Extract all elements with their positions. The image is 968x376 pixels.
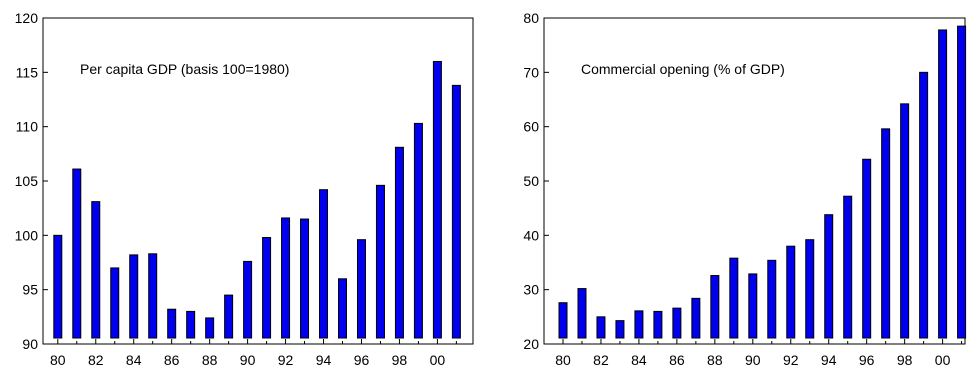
bar-00: [938, 29, 948, 339]
bar-94: [319, 189, 329, 339]
bar-95: [843, 195, 853, 339]
bar-82: [596, 316, 606, 339]
y-tick-label: 80: [523, 10, 539, 26]
bar-99: [413, 122, 423, 339]
bar-89: [729, 257, 739, 339]
bar-86: [167, 308, 177, 339]
bar-91: [262, 237, 272, 339]
bar-81: [577, 288, 587, 339]
x-tick-label: 88: [202, 352, 218, 368]
bar-89: [224, 294, 234, 339]
bar-82: [91, 201, 101, 339]
bar-88: [205, 317, 215, 339]
x-tick-label: 84: [126, 352, 142, 368]
x-tick-label: 90: [745, 352, 761, 368]
bar-01: [451, 84, 461, 339]
y-tick-label: 30: [523, 282, 539, 298]
x-tick-label: 80: [50, 352, 66, 368]
bar-94: [824, 214, 834, 339]
x-tick-label: 82: [88, 352, 104, 368]
y-tick-label: 90: [22, 336, 38, 352]
x-tick-label: 84: [631, 352, 647, 368]
x-tick-label: 94: [316, 352, 332, 368]
bar-84: [634, 310, 644, 339]
x-tick-label: 98: [392, 352, 408, 368]
x-tick-label: 82: [593, 352, 609, 368]
bar-98: [394, 146, 404, 339]
bar-01: [957, 25, 967, 339]
bar-80: [558, 302, 568, 339]
bar-00: [432, 60, 442, 339]
bar-87: [186, 310, 196, 339]
x-tick-label: 98: [897, 352, 913, 368]
y-tick-label: 40: [523, 227, 539, 243]
chart-title: Commercial opening (% of GDP): [581, 61, 785, 77]
y-tick-label: 120: [15, 10, 39, 26]
x-tick-label: 92: [278, 352, 294, 368]
y-tick-label: 20: [523, 336, 539, 352]
bar-96: [862, 158, 872, 339]
bar-86: [672, 307, 682, 339]
y-tick-label: 95: [22, 282, 38, 298]
x-tick-label: 86: [669, 352, 685, 368]
bar-97: [375, 184, 385, 339]
bar-91: [767, 259, 777, 339]
x-tick-label: 86: [164, 352, 180, 368]
x-tick-label: 92: [783, 352, 799, 368]
x-tick-label: 90: [240, 352, 256, 368]
bar-98: [900, 103, 910, 339]
x-tick-label: 96: [859, 352, 875, 368]
bar-88: [710, 275, 720, 339]
y-tick-label: 60: [523, 119, 539, 135]
bar-97: [881, 128, 891, 339]
y-tick-label: 100: [15, 227, 39, 243]
x-tick-label: 00: [430, 352, 446, 368]
chart-title: Per capita GDP (basis 100=1980): [80, 61, 289, 77]
bar-80: [53, 234, 63, 339]
bar-92: [281, 217, 291, 339]
bar-95: [338, 278, 347, 339]
y-tick-label: 50: [523, 173, 539, 189]
bar-96: [356, 239, 366, 339]
bar-90: [243, 260, 253, 339]
bar-90: [748, 273, 758, 339]
bar-85: [148, 253, 158, 339]
bar-87: [691, 297, 701, 339]
y-tick-label: 105: [15, 173, 39, 189]
y-tick-label: 70: [523, 64, 539, 80]
bar-83: [615, 320, 625, 339]
y-tick-label: 110: [16, 119, 39, 135]
x-tick-label: 94: [821, 352, 837, 368]
bar-84: [129, 254, 139, 339]
bar-83: [110, 267, 120, 339]
x-tick-label: 00: [935, 352, 951, 368]
chart-panel-1: 90 95 100 105 110 115 120 80 82 84 86 88 90 92 94 96 98 0…: [15, 10, 474, 368]
bar-92: [786, 245, 796, 339]
y-tick-label: 115: [16, 64, 39, 80]
bar-99: [919, 71, 929, 339]
x-tick-label: 88: [707, 352, 723, 368]
chart-panel-2: 20 30 40 50 60 70 80 80 82 84 86 88 90 92 94 96 98 00 Comm…: [523, 10, 967, 368]
bar-81: [72, 168, 82, 339]
x-tick-label: 80: [555, 352, 571, 368]
bar-93: [805, 239, 815, 339]
bar-93: [300, 218, 310, 339]
bar-85: [653, 310, 663, 339]
x-tick-label: 96: [354, 352, 370, 368]
